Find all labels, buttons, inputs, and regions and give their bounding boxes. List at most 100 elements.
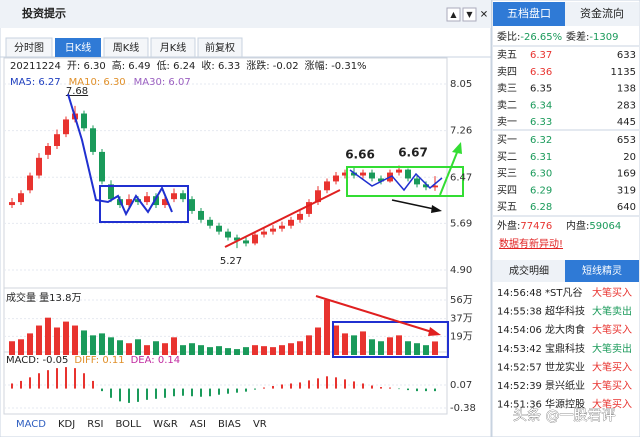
tick-name: 超华科技 <box>545 305 585 318</box>
value: -1309 <box>589 32 618 43</box>
macd-bar <box>236 388 238 393</box>
arrow-head <box>452 142 462 154</box>
volume-bar <box>9 341 15 355</box>
macd-bar <box>371 385 373 389</box>
button-label[interactable]: ▼ <box>466 10 473 19</box>
macd-bar <box>146 388 148 400</box>
tab-label[interactable]: 成交明细 <box>509 264 549 277</box>
tick-name: 景兴纸业 <box>545 379 585 392</box>
candle-body <box>342 172 348 176</box>
volume-bar <box>405 341 411 355</box>
volume-bar <box>342 333 348 355</box>
indicator-tab[interactable]: KDJ <box>58 419 75 430</box>
volume-bar <box>306 335 312 355</box>
tab-active[interactable] <box>565 260 639 282</box>
macd-bar <box>92 380 94 389</box>
volume-bar <box>270 347 276 355</box>
candle-body <box>54 134 60 146</box>
tab[interactable] <box>493 260 565 282</box>
tab-label[interactable]: 周K线 <box>113 41 140 54</box>
volume-bar <box>18 339 24 355</box>
tab-label[interactable]: 分时图 <box>14 42 44 54</box>
candle-body <box>63 119 69 135</box>
macd-bar <box>29 377 31 389</box>
macd-bar <box>191 388 193 397</box>
candle-body <box>81 113 87 129</box>
indicator-tab[interactable]: BOLL <box>115 419 141 430</box>
macd-bar <box>416 388 418 392</box>
macd-label: MACD: -0.05 <box>6 355 68 366</box>
macd-bar <box>344 379 346 389</box>
macd-label: DEA: 0.14 <box>131 355 181 366</box>
macd-bar <box>380 387 382 389</box>
quote-field: 20211224 <box>10 61 61 72</box>
candle-body <box>261 231 267 235</box>
tab-active[interactable] <box>493 2 565 26</box>
macd-bar <box>128 388 130 403</box>
tick-action: 大笔买入 <box>592 323 632 336</box>
button-label[interactable]: ▲ <box>450 10 457 19</box>
tab-label[interactable]: 月K线 <box>160 41 187 54</box>
volume-bar <box>396 335 402 355</box>
tab-label[interactable]: 短线精灵 <box>582 264 622 277</box>
tab-label[interactable]: 日K线 <box>65 41 92 54</box>
tab-label[interactable]: 五档盘口 <box>507 6 551 20</box>
tab[interactable] <box>103 37 149 58</box>
tab-label[interactable]: 前复权 <box>205 41 235 54</box>
tab[interactable] <box>5 37 53 58</box>
tab-active[interactable] <box>55 38 101 57</box>
indicator-tab[interactable]: MACD <box>16 419 46 430</box>
candle-body <box>252 234 258 244</box>
candle-body <box>405 169 411 179</box>
volume-bar <box>261 346 267 355</box>
indicator-tab[interactable]: W&R <box>153 419 178 430</box>
alert-link[interactable]: 数据有新异动! <box>499 237 563 250</box>
book-price: 6.30 <box>530 169 552 180</box>
macd-bar <box>362 383 364 389</box>
macd-bar <box>308 380 310 389</box>
book-price: 6.32 <box>530 135 552 146</box>
macd-bar <box>290 383 292 389</box>
button[interactable] <box>462 7 477 22</box>
macd-bar <box>119 388 121 402</box>
tick-time: 14:52:39 <box>497 381 542 392</box>
macd-bar <box>155 388 157 399</box>
ma-label: MA5: 6.27 <box>10 77 61 88</box>
book-volume: 283 <box>617 100 636 111</box>
button[interactable] <box>446 7 461 22</box>
tab-label[interactable]: 资金流向 <box>580 6 624 20</box>
book-label: 卖五 <box>497 49 517 61</box>
volume-bar <box>162 343 168 355</box>
book-volume: 20 <box>623 152 636 163</box>
quote-field: 收: 6.33 <box>201 59 240 72</box>
candle-body <box>423 184 429 188</box>
indicator-tab[interactable]: ASI <box>190 419 206 430</box>
indicator-tab[interactable]: RSI <box>87 419 103 430</box>
close-button[interactable]: ✕ <box>480 10 488 21</box>
indicator-tab[interactable]: VR <box>253 419 267 430</box>
y-tick-label: 0.07 <box>450 380 472 391</box>
book-label: 买二 <box>497 151 517 163</box>
macd-bar <box>263 387 265 389</box>
tab[interactable] <box>565 2 639 26</box>
book-volume: 633 <box>617 50 636 61</box>
candle-body <box>162 199 168 206</box>
macd-bar <box>281 384 283 389</box>
volume-bar <box>387 337 393 355</box>
header-title: 投资提示 <box>22 6 66 20</box>
macd-bar <box>245 388 247 392</box>
macd-bar <box>200 388 202 397</box>
tab[interactable] <box>150 37 196 58</box>
tick-action: 大笔卖出 <box>592 342 632 355</box>
macd-bar <box>65 367 67 389</box>
indicator-tab[interactable]: BIAS <box>218 419 241 430</box>
macd-bar <box>254 388 256 390</box>
candle-body <box>207 219 213 226</box>
tick-name: *ST凡谷 <box>545 287 582 299</box>
tick-time: 14:53:42 <box>497 344 542 355</box>
tab[interactable] <box>197 37 243 58</box>
candle-body <box>270 228 276 232</box>
macd-bar <box>407 388 409 391</box>
